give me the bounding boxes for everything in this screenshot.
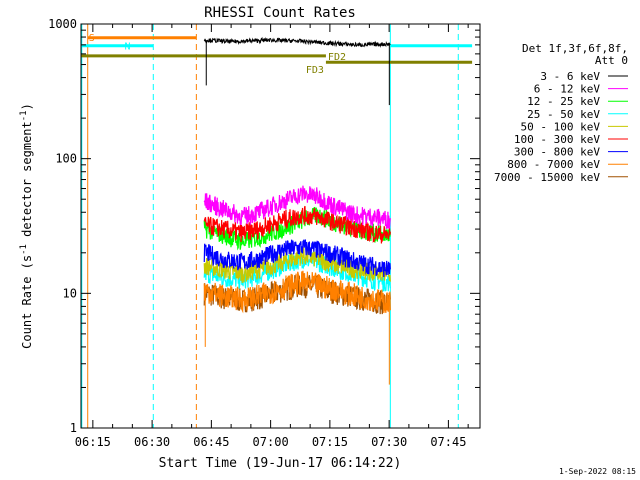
- legend-label-100-300kev: 100 - 300 keV: [514, 133, 600, 146]
- series-line-800-7000kev: [203, 270, 391, 314]
- legend-label-300-800kev: 300 - 800 keV: [514, 146, 600, 159]
- y-tick-label-0: 1: [70, 421, 77, 435]
- y-tick-label-2: 100: [55, 152, 77, 166]
- y-tick-label-3: 1000: [48, 17, 77, 31]
- x-axis-ticks: 06:15 06:30 06:45 07:00 07:15 07:30 07:45: [75, 24, 469, 449]
- series-line-50-100kev: [203, 247, 391, 283]
- y-tick-label-1: 10: [63, 286, 77, 300]
- flag-label-s: S: [89, 33, 95, 44]
- legend-header-detectors: Det 1f,3f,6f,8f,: [522, 42, 628, 55]
- series-line-6-12kev: [203, 185, 391, 229]
- x-tick-label-2: 06:45: [193, 435, 229, 449]
- x-tick-label-4: 07:15: [312, 435, 348, 449]
- plot-area: S N FD2 FD3: [81, 24, 473, 428]
- x-tick-label-0: 06:15: [75, 435, 111, 449]
- x-tick-label-5: 07:30: [371, 435, 407, 449]
- series-line-3-6kev: [203, 36, 391, 48]
- x-tick-label-3: 07:00: [253, 435, 289, 449]
- flag-label-fd2: FD2: [328, 52, 346, 63]
- series-line-300-800kev: [203, 239, 391, 278]
- x-axis-label: Start Time (19-Jun-17 06:14:22): [159, 456, 402, 471]
- chart-title: RHESSI Count Rates: [204, 5, 356, 21]
- legend-label-800-7000kev: 800 - 7000 keV: [507, 158, 600, 171]
- legend-label-6-12kev: 6 - 12 keV: [534, 83, 601, 96]
- legend-header-attenuator: Att 0: [595, 54, 628, 67]
- footer-timestamp: 1-Sep-2022 08:15: [559, 467, 636, 476]
- legend-label-12-25kev: 12 - 25 keV: [527, 95, 600, 108]
- x-tick-label-6: 07:45: [430, 435, 466, 449]
- plot-frame: [80, 23, 481, 429]
- x-tick-label-1: 06:30: [134, 435, 170, 449]
- legend-label-7000-15000kev: 7000 - 15000 keV: [494, 171, 600, 184]
- flag-label-fd3: FD3: [306, 65, 324, 76]
- legend-label-50-100kev: 50 - 100 keV: [521, 120, 601, 133]
- flag-label-n: N: [124, 42, 130, 53]
- legend-label-25-50kev: 25 - 50 keV: [527, 108, 600, 121]
- series-line-100-300kev: [203, 205, 391, 244]
- legend-label-3-6kev: 3 - 6 keV: [540, 70, 600, 83]
- y-axis-label: Count Rate (s-1 detector segment-1): [19, 103, 34, 349]
- y-axis-ticks: 1 10 100 1000: [48, 17, 480, 435]
